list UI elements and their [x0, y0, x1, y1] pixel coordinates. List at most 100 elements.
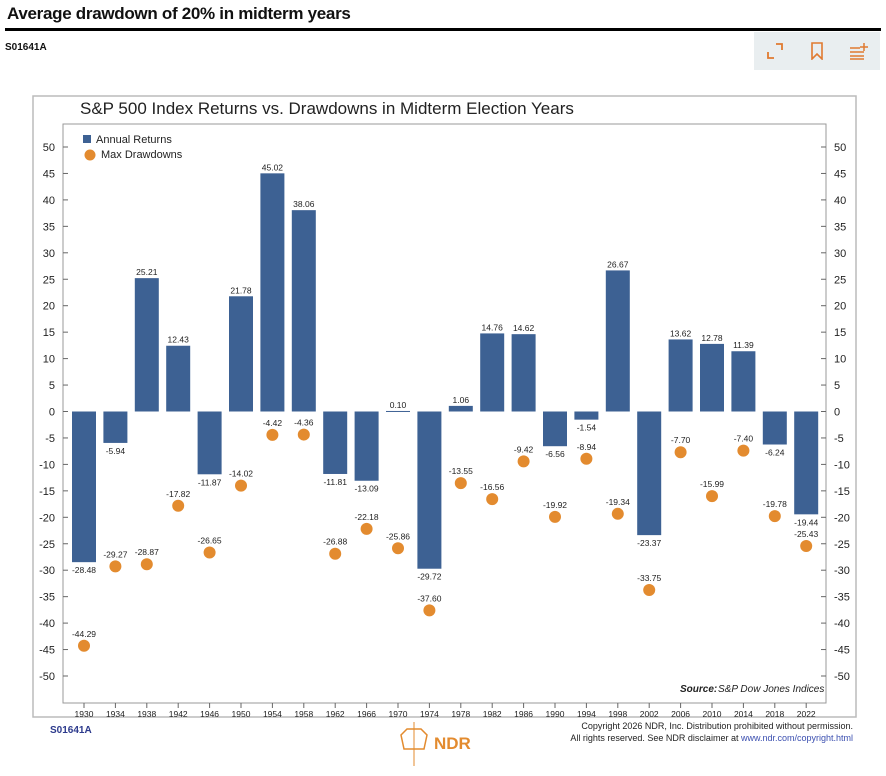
y-tick-label-right: -45 [834, 645, 850, 657]
y-tick-label: -15 [39, 486, 55, 498]
x-tick-label: 2014 [734, 709, 753, 719]
y-tick-label-right: -30 [834, 565, 850, 577]
dot-label-1966: -22.18 [355, 512, 379, 522]
footer-code: S01641A [50, 725, 92, 736]
y-tick-label-right: 35 [834, 221, 846, 233]
source-label: Source: [680, 684, 717, 695]
y-tick-label-right: 15 [834, 327, 846, 339]
dot-2010 [706, 490, 718, 503]
bar-1970 [386, 410, 410, 412]
bookmark-icon[interactable] [806, 40, 828, 62]
bar-label-1978: 1.06 [453, 395, 470, 405]
x-tick-label: 1990 [546, 709, 565, 719]
y-tick-label: -30 [39, 565, 55, 577]
y-tick-label-right: -25 [834, 539, 850, 551]
bar-label-1970: 0.10 [390, 400, 407, 410]
bar-1954 [260, 173, 285, 412]
bar-1934 [103, 411, 128, 443]
dot-label-1998: -19.34 [606, 497, 630, 507]
y-tick-label-right: 50 [834, 142, 846, 154]
y-tick-label-right: 10 [834, 354, 846, 366]
dot-label-2002: -33.75 [637, 573, 661, 583]
y-tick-label-right: -35 [834, 592, 850, 604]
bar-1974 [417, 411, 442, 569]
dot-1942 [172, 499, 185, 512]
chart-code: S01641A [5, 42, 47, 53]
x-tick-label: 1938 [137, 709, 156, 719]
rights-line: All rights reserved. See NDR disclaimer … [570, 733, 853, 743]
bar-label-2006: 13.62 [670, 328, 692, 338]
x-tick-label: 2010 [703, 709, 722, 719]
x-tick-label: 1994 [577, 709, 596, 719]
dot-label-1946: -26.65 [198, 535, 222, 545]
y-tick-label: 40 [43, 195, 55, 207]
y-tick-label-right: -15 [834, 486, 850, 498]
chart-title: S&P 500 Index Returns vs. Drawdowns in M… [80, 99, 574, 118]
dot-label-1978: -13.55 [449, 466, 473, 476]
dot-label-2022: -25.43 [794, 529, 818, 539]
bar-label-1962: -11.81 [323, 477, 347, 487]
source-text: S&P Dow Jones Indices [718, 684, 824, 695]
expand-icon[interactable] [764, 40, 786, 62]
bar-2014 [731, 351, 756, 412]
y-tick-label-right: -5 [834, 433, 844, 445]
x-tick-label: 1962 [326, 709, 345, 719]
y-tick-label: 45 [43, 168, 55, 180]
add-to-list-icon[interactable] [848, 40, 870, 62]
dot-1990 [549, 510, 561, 523]
dot-2018 [768, 510, 781, 523]
legend-max-drawdowns: Max Drawdowns [101, 149, 183, 161]
x-tick-label: 2006 [671, 709, 690, 719]
y-tick-label-right: -10 [834, 459, 850, 471]
y-tick-label-right: 0 [834, 407, 840, 419]
bar-2006 [668, 339, 693, 412]
dot-label-1950: -14.02 [229, 469, 253, 479]
dot-1958 [297, 428, 310, 441]
dot-label-2006: -7.70 [671, 435, 691, 445]
bar-1990 [543, 411, 567, 447]
x-tick-label: 1986 [514, 709, 533, 719]
dot-1938 [140, 558, 153, 571]
bar-label-1986: 14.62 [513, 323, 535, 333]
x-tick-label: 1942 [169, 709, 188, 719]
bar-label-1946: -11.87 [198, 477, 222, 487]
dot-label-1982: -16.56 [480, 482, 504, 492]
dot-1962 [329, 547, 342, 560]
dot-label-1962: -26.88 [323, 537, 347, 547]
dot-label-1986: -9.42 [514, 444, 534, 454]
dot-1998 [611, 507, 624, 520]
bar-1942 [166, 345, 191, 412]
bar-label-1990: -6.56 [545, 449, 565, 459]
rights-text: All rights reserved. See NDR disclaimer … [570, 733, 741, 743]
y-tick-label: 50 [43, 142, 55, 154]
bar-label-1994: -1.54 [577, 423, 597, 433]
dot-label-1974: -37.60 [417, 593, 441, 603]
dot-1982 [486, 493, 499, 506]
dot-1950 [235, 479, 247, 492]
dot-1970 [392, 542, 404, 555]
bar-1930 [72, 411, 96, 563]
bar-label-1930: -28.48 [72, 565, 96, 575]
dot-1954 [266, 428, 279, 441]
bar-1986 [511, 334, 536, 412]
dot-label-1994: -8.94 [577, 442, 597, 452]
y-tick-label: -20 [39, 512, 55, 524]
dot-2014 [737, 444, 750, 457]
x-tick-label: 2002 [640, 709, 659, 719]
dot-label-1938: -28.87 [135, 547, 159, 557]
dot-1974 [423, 604, 436, 617]
x-tick-label: 1970 [389, 709, 408, 719]
dot-label-2014: -7.40 [734, 434, 754, 444]
dot-1934 [109, 560, 122, 573]
bar-label-1934: -5.94 [106, 446, 126, 456]
y-tick-label-right: -40 [834, 618, 850, 630]
bar-2002 [637, 411, 662, 536]
x-tick-label: 2022 [797, 709, 816, 719]
copyright-link[interactable]: www.ndr.com/copyright.html [740, 733, 853, 743]
bar-1958 [291, 210, 316, 412]
dot-label-1954: -4.42 [263, 418, 283, 428]
dot-1946 [203, 546, 216, 559]
legend-dot-swatch [84, 149, 96, 161]
bar-1994 [574, 411, 599, 420]
dot-label-1942: -17.82 [166, 489, 190, 499]
